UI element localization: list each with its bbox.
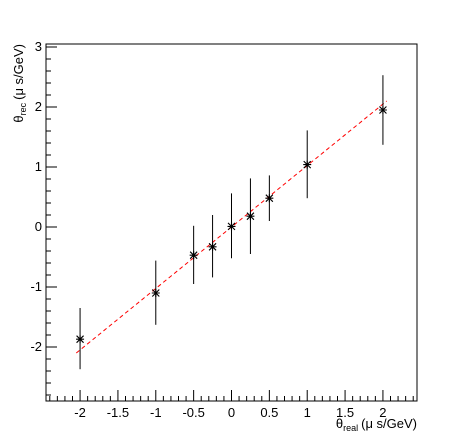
y-tick-label: 2 <box>35 99 42 114</box>
data-point <box>76 308 85 370</box>
star-marker <box>265 194 274 203</box>
data-point <box>246 178 255 254</box>
x-tick-label: 0 <box>228 405 235 420</box>
x-tick-label: 1 <box>304 405 311 420</box>
y-axis-ticks: -2 -1 0 1 2 3 <box>30 39 57 396</box>
x-tick-label: -1 <box>150 405 162 420</box>
x-axis-symbol: θ <box>336 416 343 431</box>
data-point <box>265 175 274 221</box>
star-marker <box>246 212 255 221</box>
data-point <box>208 215 217 278</box>
x-tick-label: 1.5 <box>336 405 354 420</box>
data-points <box>76 75 387 370</box>
x-tick-label: -0.5 <box>182 405 204 420</box>
data-point <box>227 193 236 259</box>
y-axis-subscript: rec <box>18 102 28 115</box>
star-marker <box>76 335 85 344</box>
y-tick-label: -1 <box>30 279 42 294</box>
x-tick-label: -1.5 <box>107 405 129 420</box>
y-axis-unit: (μ s/GeV) <box>11 44 26 100</box>
y-tick-label: 1 <box>35 159 42 174</box>
star-marker <box>378 106 387 114</box>
x-axis-subscript: real <box>343 423 358 433</box>
x-tick-label: -2 <box>74 405 86 420</box>
x-axis-title: θreal (μ s/GeV) <box>336 416 417 433</box>
star-marker <box>151 289 160 297</box>
star-marker <box>227 222 236 231</box>
y-axis-symbol: θ <box>11 115 26 122</box>
y-tick-label: 0 <box>35 219 42 234</box>
data-point <box>378 75 387 145</box>
star-marker <box>189 251 198 260</box>
y-tick-label: 3 <box>35 39 42 54</box>
x-tick-label: 2 <box>379 405 386 420</box>
data-point <box>151 260 160 325</box>
x-tick-label: 0.5 <box>260 405 278 420</box>
y-axis-title: θrec (μ s/GeV) <box>11 44 28 123</box>
star-marker <box>208 242 217 251</box>
x-axis-unit: (μ s/GeV) <box>361 416 417 431</box>
data-point <box>303 130 312 199</box>
data-point <box>189 225 198 284</box>
y-tick-label: -2 <box>30 339 42 354</box>
star-marker <box>303 160 312 169</box>
x-axis-ticks: -2 -1.5 -1 -0.5 0 0.5 1 1.5 2 <box>49 390 414 420</box>
